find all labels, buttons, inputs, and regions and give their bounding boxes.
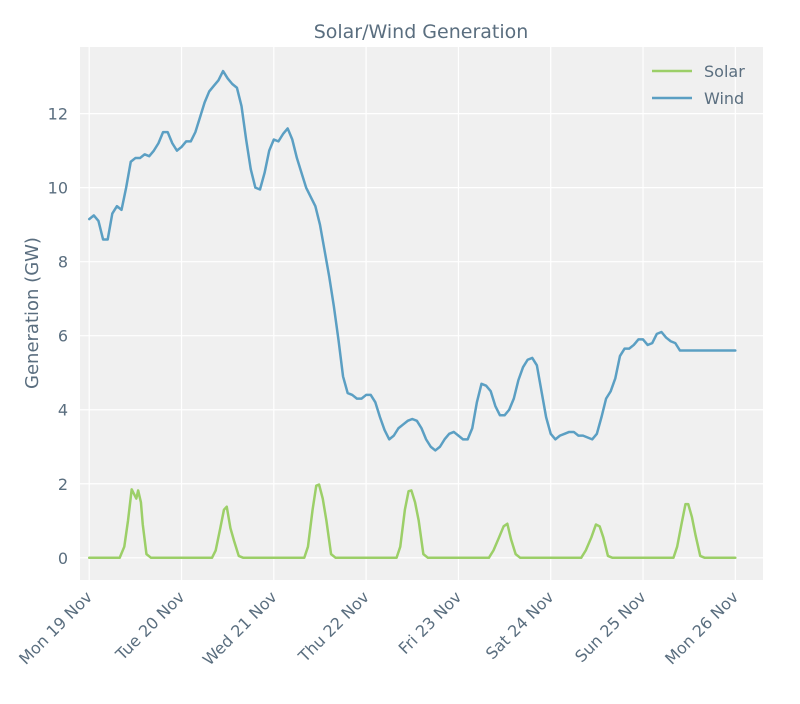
x-tick-label: Sun 25 Nov — [571, 587, 650, 666]
y-tick-layer: 0 2 4 6 8 10 12 — [48, 105, 68, 568]
y-tick-label: 0 — [58, 549, 68, 568]
legend-label-solar: Solar — [704, 62, 745, 81]
x-tick-label: Fri 23 Nov — [395, 587, 466, 658]
x-tick-label: Sat 24 Nov — [482, 587, 558, 663]
series-line-wind — [87, 69, 737, 452]
series-layer — [87, 69, 737, 560]
y-tick-label: 4 — [58, 401, 68, 420]
y-axis-label: Generation (GW) — [22, 237, 43, 389]
x-tick-label: Mon 19 Nov — [15, 587, 96, 668]
y-tick-label: 2 — [58, 475, 68, 494]
x-tick-label: Tue 20 Nov — [111, 587, 188, 664]
x-tick-label: Mon 26 Nov — [661, 587, 742, 668]
y-tick-label: 12 — [48, 105, 68, 124]
legend-label-wind: Wind — [704, 89, 744, 108]
y-tick-label: 6 — [58, 327, 68, 346]
series-line-solar — [87, 483, 737, 560]
legend: Solar Wind — [652, 62, 745, 108]
y-tick-label: 10 — [48, 179, 68, 198]
chart-title: Solar/Wind Generation — [314, 21, 529, 43]
y-tick-label: 8 — [58, 253, 68, 272]
x-tick-label: Wed 21 Nov — [199, 587, 281, 669]
grid-layer — [80, 47, 763, 580]
x-tick-label: Thu 22 Nov — [294, 587, 373, 666]
x-tick-layer: Mon 19 Nov Tue 20 Nov Wed 21 Nov Thu 22 Nov… — [15, 587, 742, 669]
plot-area — [80, 47, 763, 580]
